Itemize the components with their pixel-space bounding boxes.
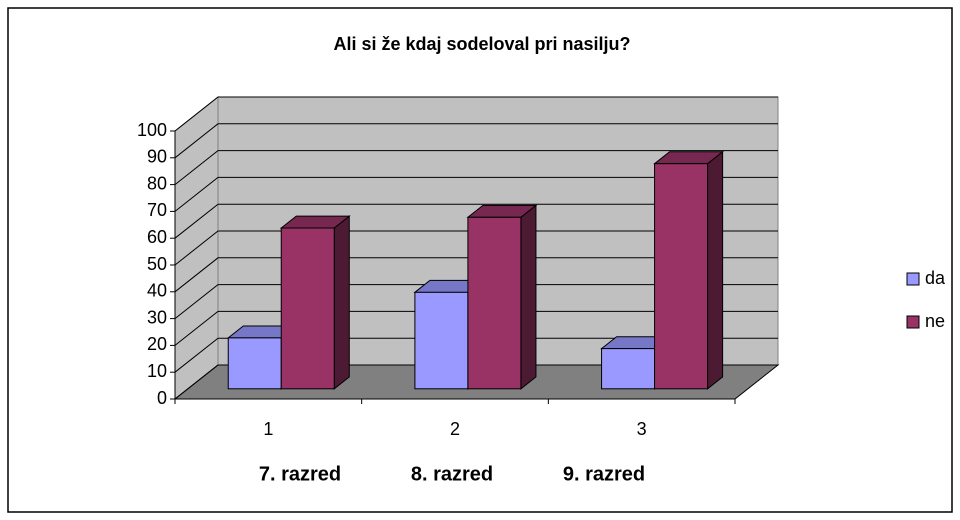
legend-swatch — [906, 315, 920, 329]
bar-front — [280, 227, 335, 390]
grid-line — [174, 364, 778, 400]
bar — [279, 215, 351, 390]
annotation: 7. razred — [259, 463, 341, 485]
bar-front — [601, 348, 656, 390]
grid-line — [174, 337, 778, 373]
legend-swatch — [906, 272, 920, 286]
grid-line — [174, 176, 778, 212]
y-tick-label: 20 — [147, 334, 167, 354]
bar-front — [414, 291, 469, 390]
legend-label: ne — [925, 311, 945, 331]
y-tick-label: 10 — [147, 361, 167, 381]
bar-front — [654, 163, 709, 390]
x-tick-label: 1 — [263, 419, 273, 439]
x-tick-label: 3 — [637, 419, 647, 439]
y-tick-label: 60 — [147, 227, 167, 247]
bar-front — [467, 216, 522, 390]
y-tick-label: 80 — [147, 173, 167, 193]
bar-side — [707, 150, 724, 390]
y-tick-label: 40 — [147, 281, 167, 301]
grid-line — [174, 257, 778, 293]
annotation: 8. razred — [411, 463, 493, 485]
grid-line — [174, 150, 778, 185]
grid-line — [174, 96, 778, 132]
y-tick-label: 100 — [137, 120, 167, 140]
chart-title: Ali si že kdaj sodeloval pri nasilju? — [333, 34, 630, 54]
y-tick-label: 50 — [147, 254, 167, 274]
bar-front — [227, 337, 282, 390]
bar — [466, 204, 538, 390]
x-tick-label: 2 — [450, 419, 460, 439]
y-tick-label: 30 — [147, 307, 167, 327]
y-tick-label: 0 — [157, 388, 167, 408]
bar-side — [333, 215, 350, 390]
grid-line — [174, 123, 778, 159]
bar — [653, 150, 725, 390]
grid-line — [174, 284, 778, 319]
grid-line — [174, 230, 778, 266]
y-tick-label: 70 — [147, 200, 167, 220]
annotation: 9. razred — [563, 463, 645, 485]
bar-side — [520, 204, 537, 390]
grid-line — [174, 203, 778, 239]
legend-label: da — [925, 268, 946, 288]
y-tick-label: 90 — [147, 147, 167, 167]
grid-line — [174, 310, 778, 346]
